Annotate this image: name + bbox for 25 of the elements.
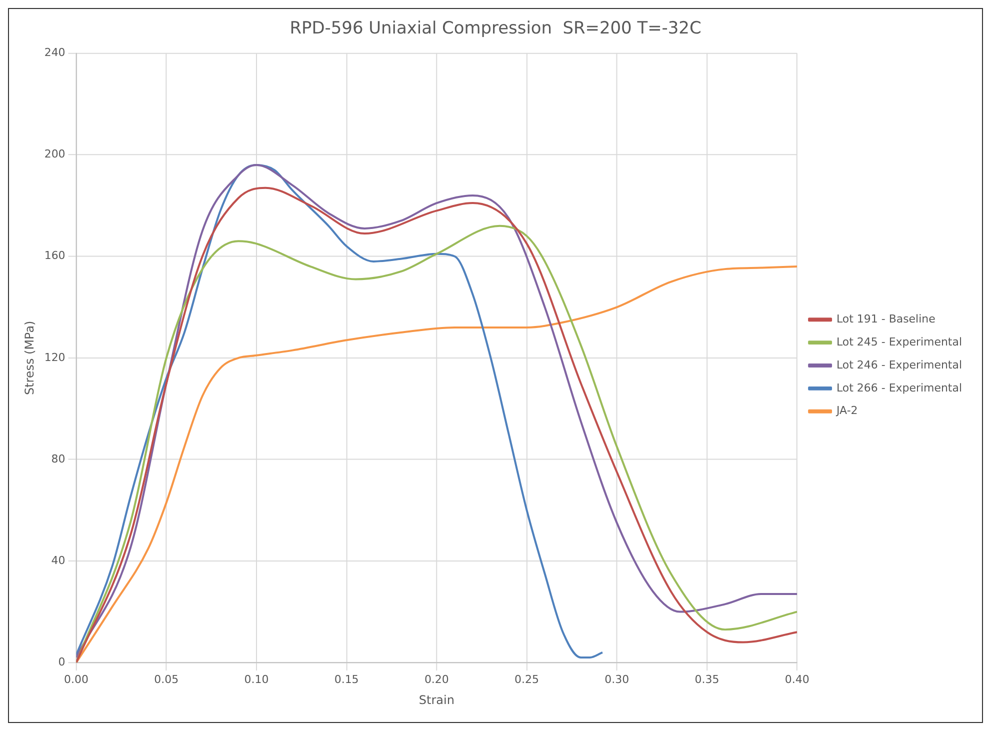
x-axis-title: Strain — [418, 692, 454, 707]
y-tick-label: 240 — [44, 46, 66, 60]
x-tick-label: 0.35 — [694, 672, 720, 686]
y-tick-label: 40 — [51, 554, 66, 567]
legend-label: Lot 266 - Experimental — [836, 381, 962, 394]
legend-label: JA-2 — [836, 404, 858, 418]
y-tick-label: 120 — [44, 350, 66, 364]
x-tick-label: 0.20 — [424, 672, 449, 686]
y-tick-label: 200 — [44, 148, 66, 161]
x-tick-label: 0.40 — [784, 672, 810, 686]
y-tick-label: 0 — [58, 655, 66, 668]
legend-label: Lot 191 - Baseline — [836, 312, 936, 326]
x-tick-label: 0.05 — [154, 672, 179, 686]
x-tick-label: 0.00 — [64, 672, 88, 686]
legend-label: Lot 245 - Experimental — [836, 335, 962, 348]
x-tick-label: 0.30 — [604, 672, 630, 686]
x-tick-label: 0.25 — [514, 672, 540, 686]
y-tick-label: 80 — [51, 452, 66, 466]
y-axis-title: Stress (MPa) — [22, 320, 36, 396]
x-tick-label: 0.15 — [334, 672, 359, 686]
line-series — [76, 164, 604, 658]
y-tick-label: 160 — [44, 249, 66, 262]
chart-title: RPD-596 Uniaxial Compression SR=200 T=-32C — [290, 18, 702, 38]
legend-label: Lot 246 - Experimental — [836, 358, 962, 372]
x-tick-label: 0.10 — [244, 672, 269, 686]
